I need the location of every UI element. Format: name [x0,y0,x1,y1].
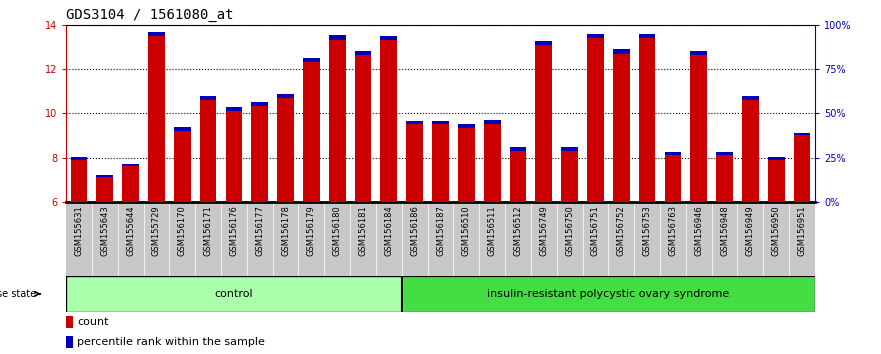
Text: GSM156949: GSM156949 [746,205,755,256]
Bar [251,105,268,202]
Bar [303,62,320,202]
Bar [226,107,242,111]
Bar [122,166,139,202]
Bar [561,151,578,202]
Bar [148,36,165,202]
Text: GSM156170: GSM156170 [178,205,187,256]
Text: GSM156510: GSM156510 [462,205,470,256]
Bar [691,55,707,202]
Bar [355,55,372,202]
Text: GSM156749: GSM156749 [539,205,548,256]
Text: GSM156176: GSM156176 [229,205,239,256]
Text: GSM156187: GSM156187 [436,205,445,256]
Bar [122,164,139,166]
Text: GSM156763: GSM156763 [669,205,677,257]
Bar [639,34,655,38]
Text: GSM155644: GSM155644 [126,205,135,256]
Text: GSM156181: GSM156181 [359,205,367,256]
Bar [587,38,603,202]
Bar [174,127,190,131]
Bar [278,98,294,202]
Bar [96,177,113,202]
Bar [174,131,190,202]
Text: GSM156751: GSM156751 [591,205,600,256]
Text: GSM156512: GSM156512 [514,205,522,256]
Bar [561,147,578,151]
Text: GSM155631: GSM155631 [75,205,84,256]
Bar [742,100,759,202]
Text: GSM156178: GSM156178 [281,205,290,256]
Text: GSM155643: GSM155643 [100,205,109,256]
Bar [509,147,526,151]
Bar [66,336,73,348]
Bar [329,35,345,40]
Text: count: count [78,317,109,327]
Bar [458,128,475,202]
Bar [536,45,552,202]
Bar [226,111,242,202]
Bar [406,121,423,124]
Bar [432,124,449,202]
Text: disease state: disease state [0,289,36,299]
Bar [200,97,217,100]
Bar [794,133,811,135]
Bar [613,49,630,53]
Text: control: control [215,289,253,299]
Bar [278,94,294,98]
Bar [484,120,500,124]
Bar [768,160,785,202]
Text: GSM156946: GSM156946 [694,205,703,256]
Bar [66,316,73,328]
Bar [70,160,87,202]
Bar [355,51,372,55]
Text: GSM156753: GSM156753 [642,205,652,256]
Text: GSM156511: GSM156511 [488,205,497,256]
Text: GSM156950: GSM156950 [772,205,781,256]
Text: GSM156186: GSM156186 [411,205,419,256]
Text: GSM156750: GSM156750 [565,205,574,256]
Text: GSM156948: GSM156948 [720,205,729,256]
Bar [406,124,423,202]
Text: GSM155729: GSM155729 [152,205,161,256]
Bar [303,58,320,62]
Bar [768,157,785,160]
Bar [664,155,681,202]
Bar [251,102,268,105]
Text: GSM156184: GSM156184 [384,205,393,256]
Bar [96,175,113,177]
Bar [639,38,655,202]
Bar [148,32,165,36]
Text: GSM156752: GSM156752 [617,205,626,256]
Bar [536,41,552,45]
Bar [381,40,397,202]
Text: insulin-resistant polycystic ovary syndrome: insulin-resistant polycystic ovary syndr… [487,289,729,299]
Bar [200,100,217,202]
Bar [458,124,475,128]
Text: GSM156179: GSM156179 [307,205,316,256]
Bar [613,53,630,202]
Text: GSM156951: GSM156951 [797,205,806,256]
Bar [432,121,449,124]
Bar [716,155,733,202]
Bar [381,36,397,40]
Bar [794,136,811,202]
Bar [484,124,500,202]
Text: GDS3104 / 1561080_at: GDS3104 / 1561080_at [66,8,233,22]
Bar [716,152,733,155]
Bar [509,151,526,202]
Bar [587,34,603,38]
Bar [402,276,815,312]
Bar [66,276,402,312]
Text: percentile rank within the sample: percentile rank within the sample [78,337,265,347]
Bar [329,40,345,202]
Bar [742,96,759,100]
Text: GSM156171: GSM156171 [204,205,212,256]
Bar [664,152,681,155]
Text: GSM156177: GSM156177 [255,205,264,256]
Text: GSM156180: GSM156180 [333,205,342,256]
Bar [70,157,87,160]
Bar [691,51,707,55]
